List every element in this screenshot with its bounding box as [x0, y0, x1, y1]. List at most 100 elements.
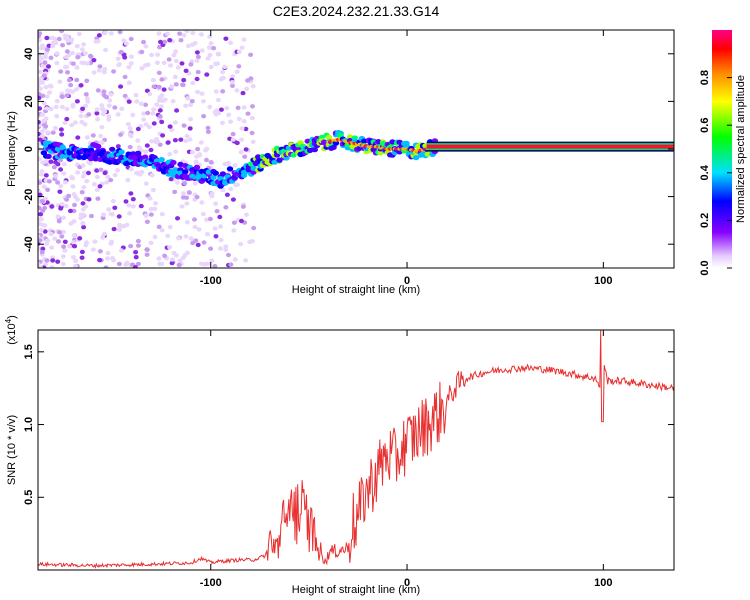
spectrogram-noise-cell	[158, 104, 164, 109]
spectrogram-noise-cell	[71, 233, 77, 238]
spectrogram-noise-cell	[133, 255, 139, 260]
spectrogram-noise-cell	[249, 115, 255, 121]
spectrogram-ridge-cell	[158, 157, 165, 163]
spectrogram-noise-cell	[226, 252, 231, 258]
spectrogram-noise-cell	[183, 103, 189, 109]
spectrogram-noise-cell	[123, 199, 129, 204]
spectrogram-noise-cell	[97, 64, 103, 69]
snr-xlabel: Height of straight line (km)	[292, 584, 420, 596]
spectrogram-ridge-cell	[412, 155, 420, 161]
spectrogram-noise-cell	[139, 49, 145, 55]
spectrogram-noise-cell	[118, 49, 124, 55]
spectrogram-noise-cell	[159, 119, 165, 125]
spectrogram-noise-cell	[61, 215, 66, 220]
spectrogram-noise-cell	[155, 52, 160, 57]
spectrogram-noise-cell	[118, 248, 124, 253]
spectrogram-ridge-cell	[142, 154, 149, 160]
spectrogram-noise-cell	[86, 197, 92, 202]
spectrogram-ridge-cell	[222, 180, 229, 186]
spectrogram-noise-cell	[38, 221, 42, 227]
colorbar-tick-label: 0.2	[699, 213, 711, 228]
spectrogram-noise-cell	[188, 62, 194, 67]
spectrogram-noise-cell	[80, 201, 86, 206]
spectrogram-noise-cell	[115, 112, 121, 117]
spectrogram-noise-cell	[42, 205, 48, 211]
spectrogram-noise-cell	[70, 50, 75, 56]
y-tick-label: 20	[23, 95, 35, 107]
spectrogram-noise-cell	[232, 257, 238, 262]
spectrogram-noise-cell	[238, 150, 244, 155]
spectrogram-noise-cell	[162, 253, 168, 258]
spectrogram-noise-cell	[64, 49, 70, 54]
spectrogram-noise-cell	[38, 234, 41, 239]
spectrogram-ridge-cell	[193, 164, 201, 170]
spectrogram-ridge-cell	[330, 144, 337, 150]
spectrogram-noise-cell	[122, 55, 128, 60]
spectrogram-noise-cell	[152, 234, 158, 240]
spectrogram-noise-cell	[135, 243, 141, 248]
spectrogram-noise-cell	[157, 45, 163, 50]
spectrogram-noise-cell	[38, 86, 43, 92]
x-tick-label: 100	[594, 577, 612, 589]
spectrogram-noise-cell	[153, 201, 158, 206]
spectrogram-noise-cell	[172, 189, 178, 195]
spectrogram-noise-cell	[184, 133, 190, 139]
spectrogram-noise-cell	[72, 244, 78, 249]
spectrogram-noise-cell	[50, 130, 56, 135]
spectrogram-noise-cell	[43, 116, 49, 121]
spectrogram-noise-cell	[218, 237, 224, 243]
spectrogram-noise-cell	[222, 64, 228, 70]
spectrogram-noise-cell	[220, 120, 225, 126]
spectrogram-noise-cell	[223, 36, 229, 41]
snr-frame	[37, 329, 675, 571]
spectrogram-noise-cell	[99, 125, 105, 130]
spectrogram-noise-cell	[165, 140, 171, 145]
spectrogram-noise-cell	[126, 203, 132, 208]
spectrogram-noise-cell	[181, 191, 186, 196]
spectrogram-noise-cell	[177, 31, 183, 36]
spectrogram-ridge-cell	[311, 147, 318, 153]
spectrogram-noise-cell	[47, 90, 53, 95]
spectrogram-noise-cell	[57, 230, 63, 235]
spectrogram-noise-cell	[197, 152, 203, 157]
spectrogram-noise-cell	[229, 80, 235, 85]
spectrogram-noise-cell	[156, 70, 162, 76]
spectrogram-noise-cell	[138, 101, 144, 107]
spectrogram-noise-cell	[182, 181, 188, 186]
colorbar-tick-label: 0.4	[699, 164, 711, 180]
spectrogram-noise-cell	[236, 49, 242, 54]
spectrogram-noise-cell	[213, 89, 219, 94]
spectrogram-noise-cell	[171, 53, 177, 58]
spectrogram-noise-cell	[83, 92, 89, 97]
spectrogram-noise-cell	[40, 112, 45, 117]
spectrogram-noise-cell	[70, 255, 76, 260]
spectrogram-noise-cell	[224, 106, 230, 111]
spectrogram-noise-cell	[166, 57, 172, 62]
spectrogram-ridge-cell	[170, 159, 177, 166]
spectrogram-noise-cell	[215, 97, 221, 103]
spectrogram-noise-cell	[208, 64, 214, 70]
spectrogram-noise-cell	[111, 69, 117, 74]
spectrogram-noise-cell	[80, 221, 86, 226]
spectrogram-noise-cell	[119, 106, 125, 112]
spectrogram-noise-cell	[64, 197, 70, 202]
spectrogram-noise-cell	[70, 61, 76, 66]
spectrogram-noise-cell	[213, 61, 219, 66]
spectrogram-noise-cell	[228, 119, 234, 124]
spectrogram-noise-cell	[49, 245, 55, 250]
spectrogram-noise-cell	[54, 51, 60, 56]
spectrogram-noise-cell	[179, 204, 185, 209]
spectrogram-noise-cell	[156, 84, 162, 90]
spectrogram-noise-cell	[63, 55, 69, 60]
spectrogram-noise-cell	[214, 209, 220, 214]
spectrogram-noise-cell	[42, 60, 48, 65]
spectrogram-noise-cell	[146, 124, 152, 130]
spectrogram-ridge-cell	[76, 154, 83, 160]
snr-ylabel: SNR (10 * v/v)	[6, 415, 18, 485]
spectrogram-noise-cell	[236, 116, 242, 122]
spectrogram-noise-cell	[86, 170, 91, 176]
spectrogram-noise-cell	[200, 99, 206, 104]
spectrogram-noise-cell	[213, 234, 219, 239]
spectrogram-noise-cell	[136, 145, 142, 150]
spectrogram-noise-cell	[207, 216, 213, 222]
